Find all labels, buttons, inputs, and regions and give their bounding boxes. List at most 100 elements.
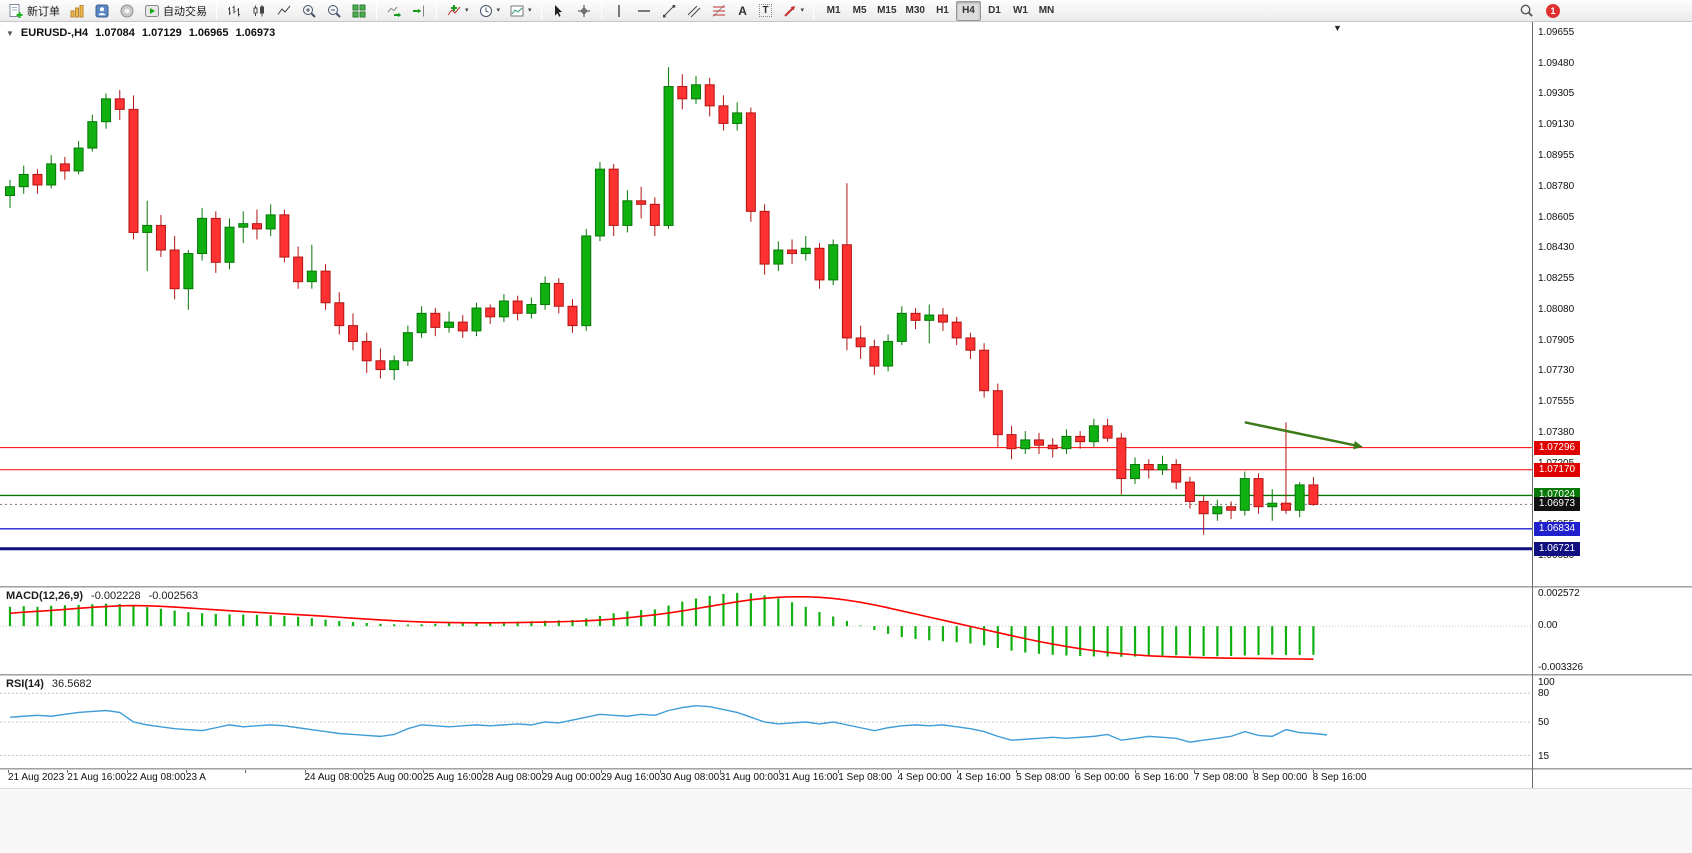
candle [444, 321, 455, 328]
charts-button[interactable] [65, 1, 89, 21]
templates-dropdown-button[interactable]: ▾ [505, 1, 536, 21]
candle [5, 186, 15, 197]
auto-trading-button[interactable]: 自动交易 [140, 1, 211, 21]
candle [1061, 435, 1072, 450]
candle [814, 247, 825, 281]
vertical-line-tool-button[interactable] [607, 1, 631, 21]
rsi-panel-canvas[interactable] [0, 676, 1532, 768]
search-button[interactable] [1515, 1, 1538, 21]
timeframe-button-m5[interactable]: M5 [852, 5, 867, 16]
text-label-tool-button[interactable]: T [755, 1, 777, 21]
chart-shift-button[interactable] [407, 1, 431, 21]
candle [896, 312, 907, 342]
periods-dropdown-button[interactable]: ▾ [474, 1, 505, 21]
candle [1171, 464, 1182, 483]
timeframe-button-m1[interactable]: M1 [826, 5, 841, 16]
horizontal-line-tool-button[interactable] [632, 1, 656, 21]
candle [471, 307, 482, 332]
close-value: 1.06973 [235, 27, 276, 39]
time-axis-label: 29 Aug 00:00 [541, 772, 601, 783]
chevron-down-icon: ▾ [800, 7, 805, 14]
toolbar-right-group: 1 [1515, 1, 1560, 21]
chart-shift-marker[interactable]: ▼ [1333, 23, 1342, 33]
panel-separator[interactable] [0, 586, 1692, 588]
time-axis-tick [956, 770, 958, 773]
candle [636, 200, 647, 205]
cursor-tool-button[interactable] [547, 1, 571, 21]
trendline-tool-button[interactable] [657, 1, 681, 21]
candle [965, 337, 976, 351]
one-click-dropdown-icon[interactable]: ▼ [6, 28, 14, 38]
timeframe-button-h1[interactable]: H1 [936, 5, 949, 16]
candle [59, 163, 70, 172]
candle [279, 214, 290, 258]
macd-panel-canvas[interactable] [0, 588, 1532, 674]
macd-axis-tick: -0.003326 [1538, 662, 1584, 673]
zoom-out-button[interactable] [322, 1, 346, 21]
candle [1198, 500, 1209, 515]
bar-chart-mode-button[interactable] [222, 1, 246, 21]
main-chart-canvas[interactable] [0, 22, 1532, 586]
time-axis-label: 30 Aug 08:00 [660, 772, 720, 783]
macd-axis-tick: 0.00 [1538, 620, 1558, 632]
candle [224, 226, 235, 263]
candle [293, 256, 304, 283]
candle [402, 332, 413, 362]
zoom-in-button[interactable] [297, 1, 321, 21]
candle [238, 223, 249, 228]
candle [773, 249, 784, 265]
crosshair-tool-button[interactable] [572, 1, 596, 21]
timeframe-button-mn[interactable]: MN [1038, 5, 1055, 16]
time-axis-label: 4 Sep 16:00 [956, 772, 1011, 783]
time-axis[interactable] [0, 770, 1692, 788]
candlestick-mode-button[interactable] [247, 1, 271, 21]
time-axis-label: 29 Aug 16:00 [601, 772, 660, 783]
community-button[interactable] [115, 1, 139, 21]
auto-scroll-button[interactable] [382, 1, 406, 21]
candle [649, 203, 660, 226]
tile-windows-icon [351, 3, 367, 19]
arrows-dropdown-button[interactable]: ▾ [778, 1, 809, 21]
candle [169, 249, 180, 290]
candle [320, 270, 331, 304]
candle [512, 300, 523, 314]
price-axis[interactable] [1533, 22, 1692, 768]
notification-badge[interactable]: 1 [1546, 3, 1560, 18]
candle [361, 340, 372, 362]
price-axis-tick: 1.08955 [1538, 149, 1575, 161]
line-chart-mode-button[interactable] [272, 1, 296, 21]
rsi-axis-tick: 15 [1538, 750, 1550, 762]
candle [32, 173, 43, 186]
candle [1212, 506, 1223, 515]
time-axis-label: 8 Sep 16:00 [1312, 772, 1367, 783]
text-tool-button[interactable]: A [732, 1, 754, 21]
auto-trading-icon [144, 3, 160, 19]
equidistant-channel-tool-button[interactable] [682, 1, 706, 21]
candle [1047, 444, 1058, 450]
timeframe-button-m30[interactable]: M30 [905, 5, 925, 16]
symbol-period-label: EURUSD-,H4 [20, 27, 89, 39]
time-axis-label: 5 Sep 08:00 [1016, 772, 1071, 783]
trend-arrow-object[interactable] [1244, 421, 1359, 448]
fibonacci-tool-button[interactable] [707, 1, 731, 21]
candle [581, 235, 592, 327]
candle [1116, 437, 1127, 480]
trendline-icon [661, 3, 677, 19]
tile-windows-button[interactable] [347, 1, 371, 21]
candle [691, 84, 701, 100]
timeframe-button-d1[interactable]: D1 [988, 5, 1001, 16]
indicators-dropdown-button[interactable]: ▾ [442, 1, 473, 21]
chevron-down-icon: ▾ [528, 7, 532, 14]
price-axis-tick: 1.07730 [1538, 365, 1575, 377]
time-axis-label: 25 Aug 16:00 [423, 772, 483, 783]
timeframe-button-h4[interactable]: H4 [955, 0, 981, 21]
candle [128, 108, 139, 233]
panel-separator[interactable] [0, 674, 1692, 676]
new-order-button[interactable]: 新订单 [4, 1, 64, 21]
time-axis-label: 31 Aug 00:00 [719, 772, 779, 783]
market-watch-button[interactable] [90, 1, 114, 21]
price-axis-tick: 1.07905 [1538, 334, 1575, 346]
text-label-icon: T [759, 4, 772, 17]
timeframe-button-m15[interactable]: M15 [877, 5, 897, 16]
timeframe-button-w1[interactable]: W1 [1012, 5, 1028, 16]
